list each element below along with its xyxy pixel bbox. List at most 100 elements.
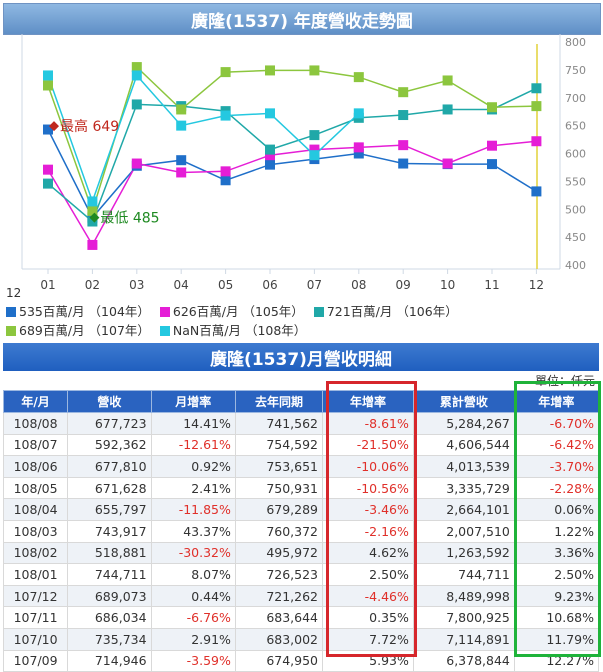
data-point[interactable]: [43, 70, 53, 81]
data-point[interactable]: [176, 104, 187, 115]
data-point[interactable]: [220, 110, 231, 121]
table-cell: 741,562: [234, 412, 324, 435]
legend-swatch: [159, 326, 170, 336]
data-point[interactable]: [353, 108, 364, 119]
data-point[interactable]: [309, 150, 320, 161]
table-row: 108/08 677,723 14.41% 741,562 -8.61% 5,284,26…: [2, 412, 600, 435]
data-point[interactable]: [309, 65, 320, 76]
x-tick-label: 10: [440, 278, 455, 292]
legend-item[interactable]: 535百萬/月 （104年）: [6, 302, 150, 321]
table-cell: 679,289: [234, 498, 324, 521]
table-cell: 2.91%: [150, 627, 236, 651]
header-mom: 月增率: [150, 390, 236, 413]
legend-item[interactable]: NaN百萬/月 （108年）: [159, 321, 306, 340]
legend-swatch: [159, 307, 170, 317]
x-tick-label: 11: [484, 278, 499, 292]
table-cell: 8.07%: [150, 563, 236, 586]
data-point[interactable]: [398, 110, 409, 121]
data-point[interactable]: [398, 87, 409, 98]
data-point[interactable]: [176, 120, 187, 131]
table-cell: -3.70%: [513, 455, 600, 478]
table-row: 108/07 592,362 -12.61% 754,592 -21.50% 4,606,…: [2, 433, 600, 457]
table-cell: 4,013,539: [412, 455, 515, 478]
legend-item[interactable]: 721百萬/月 （106年）: [313, 302, 458, 321]
data-point[interactable]: [176, 167, 187, 178]
data-point[interactable]: [131, 70, 142, 81]
data-point[interactable]: [531, 83, 542, 94]
table-cell: 108/03: [2, 519, 69, 543]
data-point[interactable]: [87, 239, 98, 250]
table-cell: 495,972: [234, 541, 324, 565]
data-point[interactable]: [442, 75, 453, 86]
table-cell: 2.50%: [513, 563, 600, 586]
legend-swatch: [6, 307, 16, 317]
y-tick-label: 800: [565, 36, 586, 49]
data-point[interactable]: [43, 80, 53, 91]
table-cell: 2,664,101: [412, 498, 515, 521]
header-year-month: 年/月: [2, 390, 69, 413]
table-cell: 108/05: [2, 476, 69, 500]
data-point[interactable]: [487, 140, 497, 151]
data-point[interactable]: [220, 67, 231, 78]
table-cell: -2.28%: [513, 476, 600, 500]
table-cell: -30.32%: [150, 541, 236, 565]
data-point[interactable]: [353, 72, 364, 83]
data-point[interactable]: [265, 144, 275, 155]
series-line: [47, 74, 360, 204]
header-yoy: 年增率: [322, 390, 414, 413]
data-point[interactable]: [87, 216, 98, 227]
x-tick-label: 09: [396, 278, 411, 292]
header-revenue: 營收: [67, 390, 152, 413]
legend-item[interactable]: 626百萬/月 （105年）: [159, 302, 304, 321]
table-cell: 0.06%: [513, 498, 600, 521]
data-point[interactable]: [265, 108, 275, 119]
data-point[interactable]: [265, 159, 275, 170]
data-point[interactable]: [353, 142, 364, 153]
data-point[interactable]: [131, 99, 142, 110]
table-cell: -21.50%: [322, 433, 414, 457]
y-tick-label: 600: [565, 148, 586, 161]
max-label: 最高 649: [60, 118, 119, 135]
data-point[interactable]: [309, 130, 320, 141]
data-point[interactable]: [43, 178, 53, 189]
data-point[interactable]: [531, 101, 542, 112]
data-point[interactable]: [487, 102, 497, 113]
data-point[interactable]: [176, 155, 187, 166]
table-row: 108/02 518,881 -30.32% 495,972 4.62% 1,263,59…: [2, 541, 600, 565]
data-point[interactable]: [131, 62, 142, 73]
y-tick-label: 700: [565, 92, 586, 105]
year-axis-label: 12: [6, 286, 22, 300]
x-tick-label: 07: [307, 278, 322, 292]
x-tick-label: 02: [85, 278, 100, 292]
table-cell: 1.22%: [513, 519, 600, 543]
table-cell: 14.41%: [150, 412, 236, 435]
y-tick-label: 650: [565, 120, 586, 133]
data-point[interactable]: [265, 150, 275, 161]
data-point[interactable]: [220, 166, 231, 177]
table-cell: 592,362: [67, 433, 152, 457]
data-point[interactable]: [442, 104, 453, 115]
data-point[interactable]: [87, 196, 98, 207]
table-cell: 760,372: [234, 519, 324, 543]
data-point[interactable]: [265, 65, 275, 76]
data-point[interactable]: [87, 205, 98, 216]
data-point[interactable]: [43, 164, 53, 175]
data-point[interactable]: [43, 124, 53, 135]
data-point[interactable]: [353, 148, 364, 159]
data-point[interactable]: [531, 136, 542, 147]
data-point[interactable]: [220, 175, 231, 186]
data-point[interactable]: [309, 144, 320, 155]
data-point[interactable]: [131, 158, 142, 169]
series-line: [47, 140, 537, 247]
table-cell: 7.72%: [322, 627, 414, 651]
data-point[interactable]: [487, 159, 497, 170]
table-cell: 753,651: [234, 455, 324, 478]
data-point[interactable]: [398, 140, 409, 151]
x-tick-label: 01: [40, 278, 55, 292]
y-tick-label: 550: [565, 175, 586, 188]
data-point[interactable]: [442, 158, 453, 169]
data-point[interactable]: [398, 158, 409, 169]
data-point[interactable]: [531, 186, 542, 197]
legend-item[interactable]: 689百萬/月 （107年）: [6, 321, 150, 340]
table-cell: 108/02: [2, 541, 69, 565]
